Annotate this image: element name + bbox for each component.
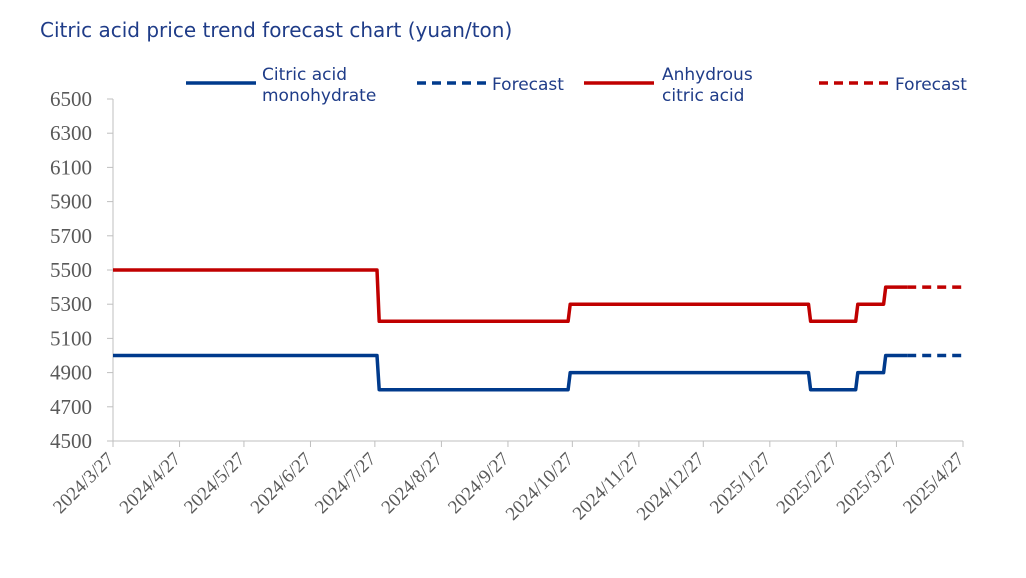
y-tick-label: 5900	[50, 190, 92, 214]
chart-title: Citric acid price trend forecast chart (…	[40, 18, 513, 42]
y-tick-label: 5700	[50, 224, 92, 248]
x-tick-label: 2024/8/27	[378, 449, 447, 518]
x-tick-label: 2024/11/27	[569, 449, 645, 525]
legend-label: monohydrate	[262, 86, 376, 106]
y-tick-label: 4900	[50, 361, 92, 385]
series-lines	[113, 268, 963, 392]
x-tick-label: 2025/4/27	[899, 449, 968, 518]
series-line-2	[113, 268, 908, 324]
x-tick-label: 2024/7/27	[311, 449, 380, 518]
x-tick-label: 2025/2/27	[773, 449, 842, 518]
x-tick-label: 2025/3/27	[833, 449, 902, 518]
axes: 4500 4700 4900 5100 5300 5500 5700 5900 6100 6300…	[49, 87, 968, 525]
y-tick-label: 5500	[50, 258, 92, 282]
x-tick-label: 2024/6/27	[247, 449, 316, 518]
y-tick-label: 4500	[50, 429, 92, 453]
y-tick-label: 5100	[50, 326, 92, 350]
legend-label: Citric acid	[262, 65, 347, 85]
y-tick-label: 6300	[50, 121, 92, 145]
legend-label: Forecast	[492, 75, 564, 95]
x-tick-label: 2024/3/27	[49, 449, 118, 518]
x-tick-label: 2024/12/27	[633, 449, 709, 525]
x-tick-label: 2025/1/27	[706, 449, 775, 518]
series-line-0	[113, 353, 908, 392]
legend-label: Anhydrous	[662, 65, 753, 85]
legend-label: Forecast	[895, 75, 967, 95]
y-tick-label: 6500	[50, 87, 92, 111]
x-tick-label: 2024/10/27	[502, 449, 578, 525]
x-tick-label: 2024/5/27	[180, 449, 249, 518]
y-tick-label: 4700	[50, 395, 92, 419]
y-tick-label: 5300	[50, 292, 92, 316]
legend-label: citric acid	[662, 86, 744, 106]
x-tick-label: 2024/4/27	[116, 449, 185, 518]
y-tick-label: 6100	[50, 155, 92, 179]
